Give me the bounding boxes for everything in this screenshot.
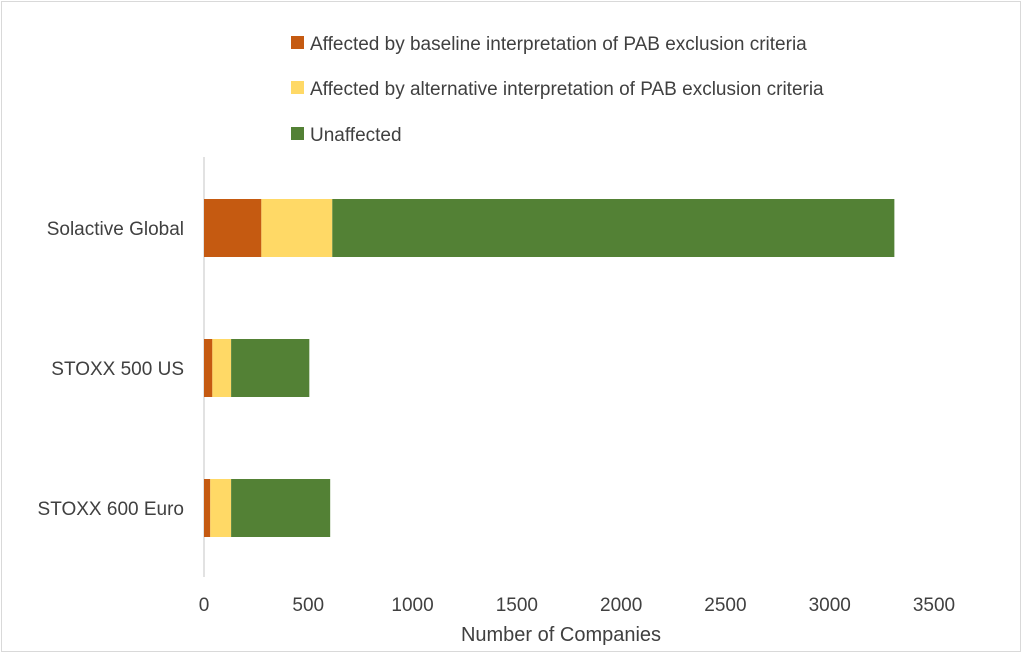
bar-segment-1-1	[204, 199, 262, 257]
category-label-3: STOXX 600 Euro	[38, 499, 184, 520]
x-tick-label-2: 500	[292, 595, 324, 616]
x-tick-label-3: 1000	[391, 595, 433, 616]
legend-swatch-1	[291, 36, 304, 49]
legend-swatch-2	[291, 81, 304, 94]
bar-segment-3-2	[210, 479, 232, 537]
x-tick-label-7: 3000	[809, 595, 851, 616]
x-tick-label-5: 2000	[600, 595, 642, 616]
legend-label-1: Affected by baseline interpretation of P…	[310, 34, 807, 55]
legend-swatch-3	[291, 127, 304, 140]
x-tick-label-8: 3500	[913, 595, 955, 616]
bars	[204, 199, 895, 537]
bar-segment-2-2	[212, 339, 232, 397]
x-tick-label-4: 1500	[496, 595, 538, 616]
category-labels: Solactive Global STOXX 500 US STOXX 600 Eu…	[38, 219, 184, 520]
legend-label-2: Affected by alternative interpretation o…	[310, 79, 824, 100]
bar-segment-3-3	[231, 479, 331, 537]
bar-segment-3-1	[204, 479, 211, 537]
x-axis-title: Number of Companies	[461, 624, 661, 646]
legend: Affected by baseline interpretation of P…	[291, 34, 824, 146]
bar-segment-2-1	[204, 339, 213, 397]
x-tick-labels: 0 500 1000 1500 2000 2500 3000 3500	[199, 595, 955, 616]
x-tick-label-1: 0	[199, 595, 210, 616]
bar-segment-1-3	[332, 199, 895, 257]
category-label-2: STOXX 500 US	[51, 359, 184, 380]
category-label-1: Solactive Global	[47, 219, 184, 240]
x-tick-label-6: 2500	[704, 595, 746, 616]
bar-segment-2-3	[231, 339, 310, 397]
bar-segment-1-2	[261, 199, 333, 257]
legend-label-3: Unaffected	[310, 125, 402, 146]
